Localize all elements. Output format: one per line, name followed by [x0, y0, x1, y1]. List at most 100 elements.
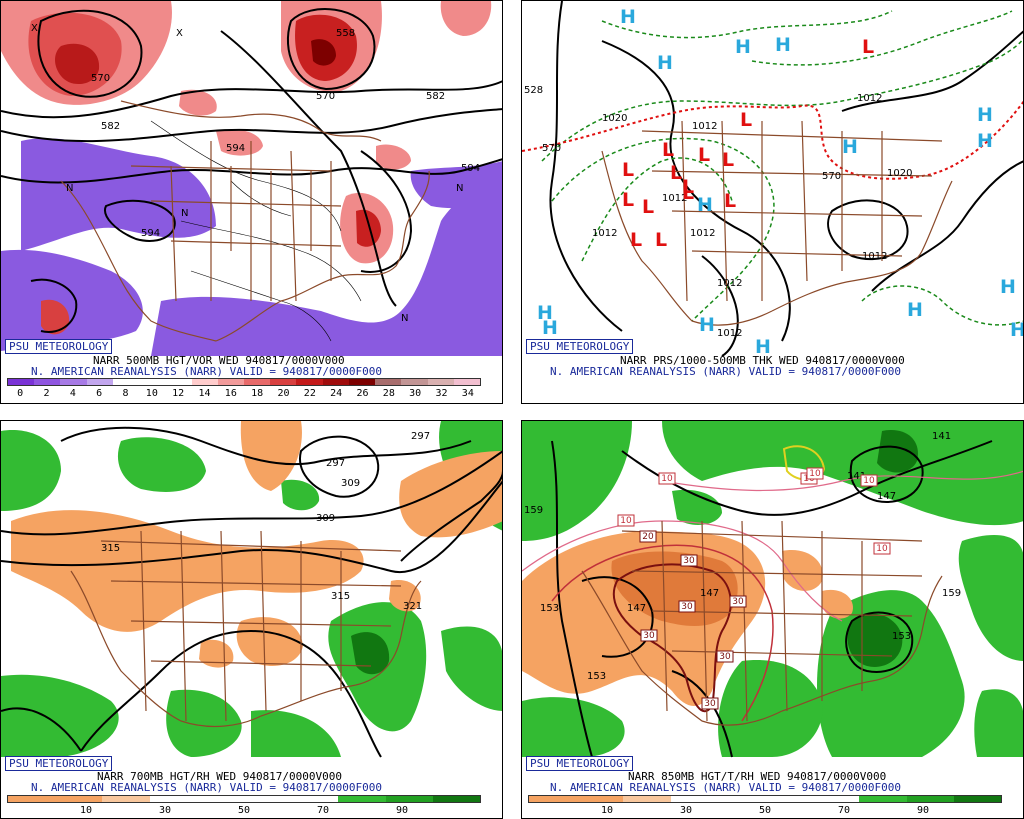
colorbar-swatch — [112, 379, 140, 385]
height-contour — [1, 80, 502, 119]
high-pressure-center: H — [620, 6, 636, 28]
colorbar-tick-label: 90 — [916, 805, 930, 816]
contour-labels: 1012 1020 1012 1012 1012 1012 1012 1012 … — [524, 85, 912, 339]
colorbar-swatch — [217, 379, 244, 385]
temperature-label-box — [639, 530, 657, 543]
contour-label: 1020 — [602, 113, 627, 124]
state-border — [621, 530, 923, 657]
contour-label: 321 — [403, 601, 422, 612]
colorbar-swatch — [401, 379, 428, 385]
contour-label: 1012 — [857, 93, 882, 104]
colorbar-tick-label: 12 — [172, 388, 185, 399]
temperature-label-box — [701, 697, 719, 710]
contour-label: 1012 — [692, 121, 717, 132]
psu-meteorology-badge: PSU METEOROLOGY — [526, 756, 634, 771]
height-contour — [30, 278, 78, 333]
colorbar-swatch — [385, 796, 433, 802]
caption-line-1: NARR 700MB HGT/RH WED 940817/0000V000 — [97, 770, 343, 783]
thickness-contour — [601, 10, 893, 39]
high-pressure-center: H — [699, 314, 715, 336]
colorbar-tick-label: 18 — [251, 388, 264, 399]
colorbar-swatch — [55, 796, 103, 802]
contour-label: 1012 — [717, 278, 742, 289]
contour-label: 297 — [326, 458, 345, 469]
colorbar-swatch — [529, 796, 577, 802]
psu-meteorology-badge: PSU METEOROLOGY — [5, 339, 113, 354]
colorbar-swatch — [812, 796, 860, 802]
colorbar-swatch — [953, 796, 1002, 802]
colorbar-tick-label: 30 — [158, 805, 172, 816]
thickness-contour — [551, 137, 775, 322]
colorbar-tick-label: 30 — [679, 805, 693, 816]
caption-line-2: N. AMERICAN REANALYSIS (NARR) VALID = 94… — [550, 781, 901, 794]
dry-region — [782, 550, 823, 591]
state-border — [100, 540, 402, 667]
contour-label: 147 — [700, 588, 719, 599]
psu-meteorology-badge: PSU METEOROLOGY — [5, 756, 113, 771]
vorticity-region — [41, 299, 70, 335]
colorbar-tick-label: 28 — [382, 388, 395, 399]
colorbar-relative-humidity — [7, 795, 481, 803]
colorbar-tick-label: 32 — [435, 388, 448, 399]
caption-line-2: N. AMERICAN REANALYSIS (NARR) VALID = 94… — [31, 781, 382, 794]
dry-region — [240, 421, 302, 491]
colorbar-tick-label: 50 — [758, 805, 772, 816]
colorbar-swatch — [322, 379, 349, 385]
pressure-centers: HHHHHHHHHHHHHHHLLLLLLLLLLLLLL — [537, 6, 1023, 358]
dry-region — [236, 617, 303, 666]
colorbar-swatch — [191, 379, 218, 385]
isobar — [841, 30, 1023, 112]
contour-label: 309 — [341, 478, 360, 489]
contour-label: 147 — [627, 603, 646, 614]
temperature-label: 30 — [719, 652, 731, 662]
high-pressure-center: H — [977, 104, 993, 126]
contour-label: 315 — [331, 591, 350, 602]
coastline — [601, 150, 773, 326]
state-border — [661, 520, 863, 722]
contour-label: 141 — [932, 431, 951, 442]
humidity-region — [351, 632, 390, 675]
height-contour — [551, 440, 593, 758]
temperature-contour — [782, 445, 826, 481]
colorbar-swatch — [623, 796, 671, 802]
temperature-contour — [551, 544, 774, 722]
humidity-region — [522, 421, 632, 541]
contour-label: 594 — [461, 163, 480, 174]
contour-label: 309 — [316, 513, 335, 524]
low-pressure-center: L — [722, 149, 734, 171]
vorticity-min-mark: N — [456, 183, 463, 194]
high-pressure-center: H — [775, 34, 791, 56]
low-pressure-center: L — [698, 144, 710, 166]
temperature-label-box — [658, 472, 676, 485]
colorbar-swatch — [906, 796, 954, 802]
caption-line-1: NARR 850MB HGT/T/RH WED 940817/0000V000 — [628, 770, 887, 783]
coastline — [215, 170, 430, 342]
height-contour — [104, 199, 176, 242]
thickness-contour — [581, 157, 733, 262]
thickness-570-contour — [522, 100, 1023, 180]
vorticity-region — [55, 43, 100, 85]
vorticity-region — [1, 249, 143, 351]
colorbar-swatch — [139, 379, 166, 385]
colorbar-tick-label: 22 — [303, 388, 316, 399]
colorbar-swatch — [34, 379, 61, 385]
high-pressure-center: H — [542, 317, 558, 339]
colorbar-swatch — [348, 379, 376, 385]
low-pressure-center: L — [740, 109, 752, 131]
temperature-label: 10 — [661, 474, 673, 484]
height-contour — [299, 435, 380, 498]
temperature-contour — [661, 470, 1023, 492]
vorticity-region — [151, 176, 502, 356]
coastline — [70, 570, 262, 728]
height-contour — [400, 470, 502, 562]
colorbar-swatch — [576, 796, 624, 802]
temperature-label: 10 — [876, 544, 888, 554]
colorbar-swatch — [375, 379, 402, 385]
temperature-label: 20 — [642, 532, 654, 542]
temperature-label: 10 — [620, 516, 632, 526]
contour-label: 558 — [336, 28, 355, 39]
temperature-label-box — [716, 650, 734, 663]
coastline — [120, 100, 382, 142]
vorticity-contour — [180, 220, 362, 302]
colorbar-swatch — [670, 796, 718, 802]
